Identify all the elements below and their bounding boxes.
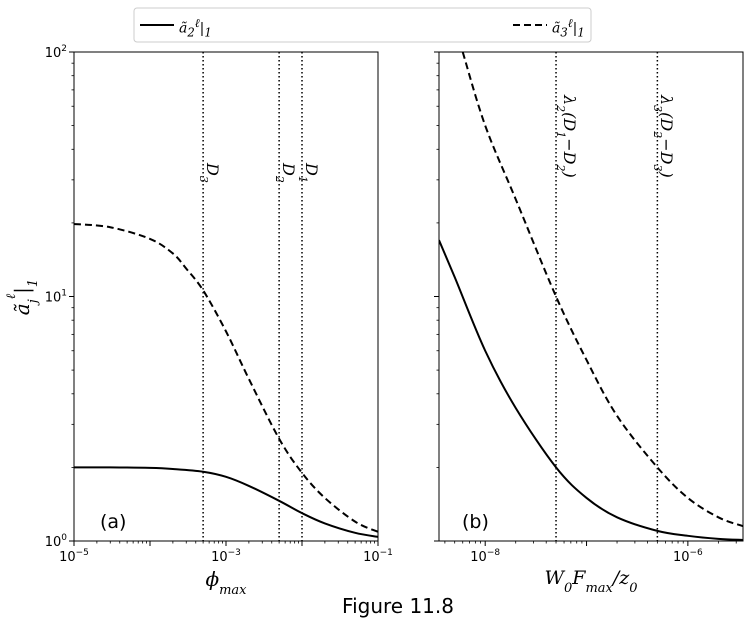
- panel-a-xlabel: ϕmax: [205, 567, 247, 598]
- panel-b-label: (b): [462, 511, 489, 533]
- panel-a-ytick-label: 101: [45, 289, 67, 306]
- legend-frame: [133, 7, 592, 43]
- panel-a-xtick-label: 10−1: [363, 548, 393, 565]
- panel-a-series-a2: [74, 466, 378, 538]
- figure-caption: Figure 11.8: [342, 594, 454, 618]
- vline-label-d1: D1: [297, 162, 322, 183]
- panel-b-series-a2: [439, 239, 743, 541]
- panel-b-xlabel: W0Fmax/z0: [544, 567, 637, 596]
- panel-b-frame: [438, 51, 744, 542]
- panel-a-xtick-label: 10−5: [59, 548, 89, 565]
- panel-a-xtick-label: 10−3: [211, 548, 241, 565]
- panel-b-xtick-label: 10−8: [470, 548, 500, 565]
- legend: ã2ℓ|1 ã3ℓ|1: [133, 7, 592, 43]
- ylabel: ãjℓ|1: [4, 279, 41, 315]
- panel-a-ytick-label: 100: [45, 533, 68, 550]
- vline-label-d2: D2: [274, 162, 299, 183]
- vline-labels: D3 D2 D1 λ2(D1−D2) λ3(D2−D3): [198, 94, 677, 183]
- legend-label-a3: ã3ℓ|1: [552, 16, 585, 39]
- panel-a-series-a3: [74, 222, 378, 533]
- panel-a-ytick-label: 102: [45, 44, 67, 61]
- panel-b: 10−8 10−6 (b) W0Fmax/z0: [434, 51, 744, 596]
- panel-a: 10−5 10−3 10−1 100 101 102 (a) ãjℓ|1 ϕmax: [4, 44, 393, 598]
- vline-label-d3: D3: [198, 162, 223, 183]
- vline-label-lambda2: λ2(D1−D2): [555, 94, 580, 178]
- legend-label-a2: ã2ℓ|1: [179, 16, 212, 39]
- panel-b-series-a3: [461, 52, 743, 528]
- panel-a-label: (a): [100, 511, 126, 533]
- panel-b-xtick-label: 10−6: [673, 548, 703, 565]
- vline-label-lambda3: λ3(D2−D3): [652, 94, 677, 178]
